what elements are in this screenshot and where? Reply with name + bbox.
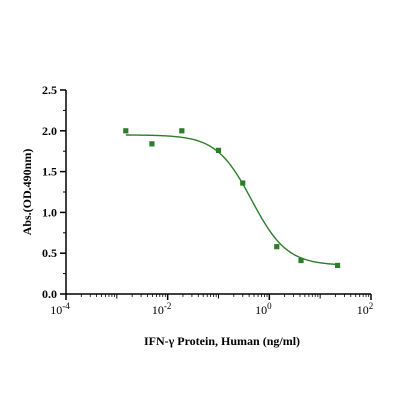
data-point xyxy=(334,262,341,269)
data-point xyxy=(298,257,304,264)
y-tick-label: 2.0 xyxy=(42,124,57,138)
x-tick-label: 10-4 xyxy=(50,301,70,317)
data-points xyxy=(123,128,341,269)
x-ticks: 10-4 10-2 100 102 xyxy=(50,294,373,317)
data-point xyxy=(215,147,222,153)
y-tick-label: 1.5 xyxy=(42,165,57,179)
y-ticks: 0.0 0.5 1.0 1.5 2.0 2.5 xyxy=(42,83,66,301)
data-point xyxy=(240,180,246,186)
x-tick-label: 102 xyxy=(357,301,374,317)
data-point xyxy=(123,128,129,134)
data-point xyxy=(149,141,155,147)
y-tick-label: 0.5 xyxy=(42,246,57,260)
fit-curve xyxy=(125,134,338,266)
x-axis-label: IFN-γ Protein, Human (ng/ml) xyxy=(144,334,300,348)
y-tick-label: 0.0 xyxy=(42,287,57,301)
x-tick-label: 10-2 xyxy=(152,301,172,317)
y-tick-label: 2.5 xyxy=(42,83,57,97)
data-point xyxy=(179,128,185,134)
data-point xyxy=(274,244,280,250)
y-tick-label: 1.0 xyxy=(42,205,57,219)
y-axis-label: Abs.(OD.490nm) xyxy=(20,149,34,236)
x-tick-label: 100 xyxy=(255,301,272,317)
